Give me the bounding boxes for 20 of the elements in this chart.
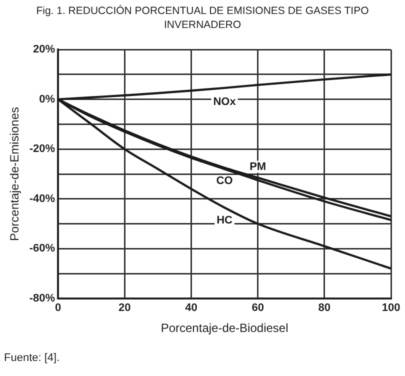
x-tick-label: 20 xyxy=(118,302,131,314)
y-tick-label: -60% xyxy=(29,242,56,255)
y-tick-label: 20% xyxy=(33,44,56,56)
x-tick-label: 40 xyxy=(185,302,198,314)
source-note: Fuente: [4]. xyxy=(4,352,60,364)
x-tick-label: 80 xyxy=(318,302,331,314)
y-tick-label: -80% xyxy=(29,292,56,304)
series-label: HC xyxy=(216,214,233,227)
series-label: CO xyxy=(216,175,234,188)
x-tick-label: 0 xyxy=(55,302,62,314)
series-label: PM xyxy=(250,160,266,173)
x-tick-label: 60 xyxy=(252,302,264,314)
y-tick-label: 0% xyxy=(39,93,56,106)
x-tick-label: 100 xyxy=(382,302,400,314)
chart-title: Fig. 1. REDUCCIÓN PORCENTUAL DE EMISIONES DE GASES TIPO INVERNADERO xyxy=(35,4,370,32)
series-label: NOx xyxy=(213,96,237,108)
y-tick-label: -20% xyxy=(29,143,56,156)
x-axis-title: Porcentaje-de-Biodiesel xyxy=(160,321,288,336)
y-tick-label: -40% xyxy=(29,192,56,205)
y-axis-title: Porcentaje-de-Emisiones xyxy=(8,106,22,242)
